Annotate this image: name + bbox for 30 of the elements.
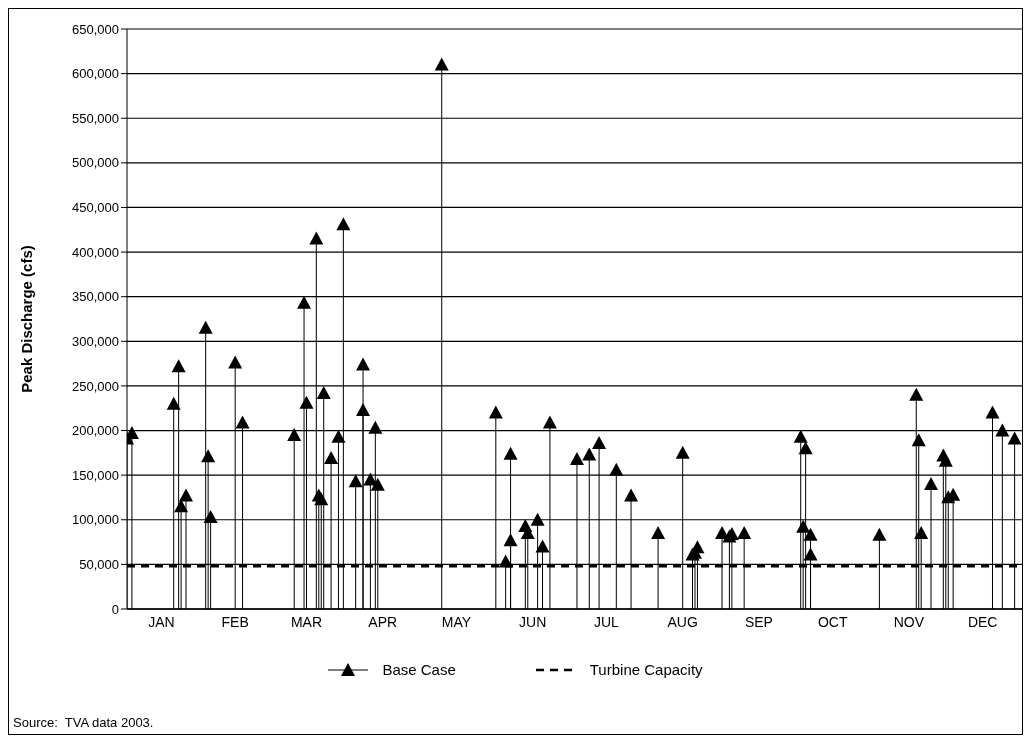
x-tick-label: AUG [667,613,698,630]
y-tick-label: 50,000 [79,557,119,572]
legend-label: Base Case [382,661,456,678]
y-tick-label: 350,000 [72,289,119,305]
y-tick-label: 100,000 [72,512,119,528]
y-tick-label: 300,000 [72,333,119,349]
y-tick-label: 450,000 [72,200,119,216]
x-tick-label: OCT [817,613,848,630]
legend-label: Turbine Capacity [589,661,703,678]
x-tick-label: DEC [967,613,998,630]
y-tick-label: 200,000 [72,423,119,439]
y-tick-label: 500,000 [72,155,119,171]
x-tick-label: JAN [148,613,175,630]
y-axis-title: Peak Discharge (cfs) [18,245,36,393]
y-tick-label: 600,000 [72,66,119,82]
y-tick-label: 650,000 [72,21,119,37]
x-tick-label: NOV [893,613,925,630]
x-tick-label: FEB [221,613,249,630]
x-tick-label: JUL [594,613,620,630]
x-tick-label: MAY [441,613,472,630]
y-tick-label: 0 [111,601,119,617]
y-tick-label: 250,000 [72,378,119,394]
y-tick-label: 150,000 [72,467,119,483]
source-note: Source: TVA data 2003. [13,715,154,730]
x-tick-label: SEP [744,613,773,630]
x-tick-label: JUN [519,613,547,630]
y-tick-label: 400,000 [72,244,119,260]
y-tick-label: 550,000 [72,110,119,126]
x-tick-label: MAR [290,613,323,630]
x-tick-label: APR [368,613,398,630]
